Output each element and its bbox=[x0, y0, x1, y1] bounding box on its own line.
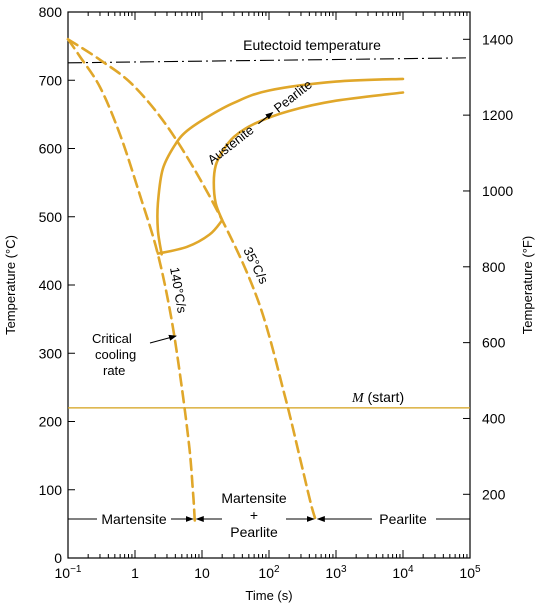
x-tick-label: 10−1 bbox=[55, 564, 82, 581]
critical-label-3: rate bbox=[103, 363, 125, 378]
curve-transformation-end bbox=[212, 91, 405, 222]
x-tick-label: 102 bbox=[258, 564, 280, 581]
y-tick-label: 200 bbox=[39, 414, 63, 430]
critical-arrow bbox=[149, 334, 177, 344]
x-tick-label: 104 bbox=[392, 564, 414, 581]
curve-cooling-140 bbox=[66, 38, 197, 522]
y-tick-label: 500 bbox=[39, 209, 63, 225]
bottom-martensite-label: Martensite bbox=[101, 511, 167, 527]
austenite-label: Austenite bbox=[205, 122, 257, 167]
x-axis-title: Time (s) bbox=[245, 588, 292, 603]
y-right-tick-label: 400 bbox=[482, 410, 506, 426]
bottom-mp-line1: Martensite bbox=[221, 490, 287, 506]
bottom-pearlite-label: Pearlite bbox=[379, 511, 427, 527]
y-right-tick-label: 600 bbox=[482, 335, 506, 351]
x-tick-label: 105 bbox=[459, 564, 481, 581]
bottom-mp-line3: Pearlite bbox=[230, 524, 278, 540]
y-right-tick-label: 1000 bbox=[482, 183, 513, 199]
curve-isothermal-stop bbox=[156, 218, 224, 255]
x-tick-label: 10 bbox=[194, 565, 210, 581]
y-axis-title-left: Temperature (°C) bbox=[3, 235, 18, 335]
plot-frame bbox=[67, 11, 471, 559]
eutectoid-line bbox=[67, 57, 471, 64]
curves bbox=[66, 38, 471, 522]
ms-start-label: M (start) bbox=[351, 389, 404, 406]
y-axis-title-right: Temperature (°F) bbox=[520, 236, 535, 334]
bottom-mp-line2: + bbox=[250, 507, 258, 523]
eutectoid-label: Eutectoid temperature bbox=[243, 37, 381, 53]
y-tick-label: 600 bbox=[39, 141, 63, 157]
x-tick-label: 103 bbox=[325, 564, 347, 581]
y-tick-label: 400 bbox=[39, 277, 63, 293]
y-tick-label: 100 bbox=[39, 482, 63, 498]
y-tick-label: 800 bbox=[39, 4, 63, 20]
y-right-tick-label: 200 bbox=[482, 486, 506, 502]
y-tick-label: 300 bbox=[39, 345, 63, 361]
axes: 10−1 1 10 102 103 104 105 0 100 200 300 400 500 600 70… bbox=[39, 4, 514, 581]
y-right-tick-label: 800 bbox=[482, 259, 506, 275]
curve-transformation-start bbox=[156, 77, 405, 256]
x-tick-label: 1 bbox=[131, 565, 139, 581]
y-tick-label: 700 bbox=[39, 72, 63, 88]
y-tick-label: 0 bbox=[54, 550, 62, 566]
critical-label-1: Critical bbox=[92, 331, 132, 346]
y-right-tick-label: 1200 bbox=[482, 107, 513, 123]
critical-label-2: cooling bbox=[95, 347, 136, 362]
austenite-pearlite-arrow bbox=[258, 111, 274, 125]
curve-cooling-35 bbox=[66, 38, 318, 522]
y-right-tick-label: 1400 bbox=[482, 31, 513, 47]
